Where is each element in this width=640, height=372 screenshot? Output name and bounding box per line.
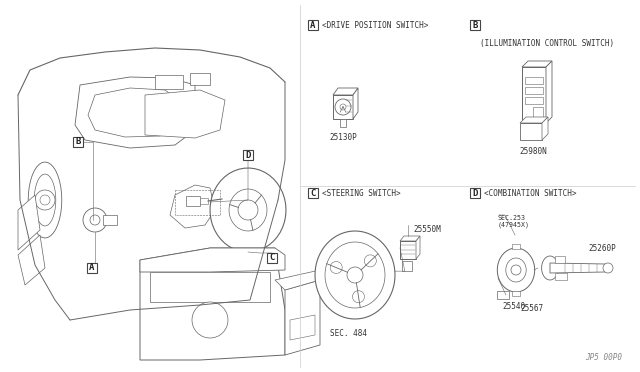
Text: A: A — [310, 20, 316, 29]
Polygon shape — [290, 315, 315, 340]
Circle shape — [603, 263, 613, 273]
Text: 25540: 25540 — [502, 302, 525, 311]
Bar — [186, 196, 200, 206]
Polygon shape — [285, 280, 320, 355]
Circle shape — [364, 255, 376, 267]
Bar — [497, 291, 509, 299]
Polygon shape — [520, 123, 542, 140]
Polygon shape — [210, 168, 286, 252]
Circle shape — [83, 208, 107, 232]
Polygon shape — [315, 231, 395, 319]
Bar — [555, 273, 567, 280]
Bar — [470, 188, 480, 198]
Circle shape — [511, 265, 521, 275]
Circle shape — [353, 291, 364, 303]
Polygon shape — [520, 117, 548, 123]
Bar — [525, 87, 543, 94]
Polygon shape — [353, 88, 358, 119]
Bar — [243, 150, 253, 160]
Text: <DRIVE POSITION SWITCH>: <DRIVE POSITION SWITCH> — [322, 20, 428, 29]
Text: <STEERING SWITCH>: <STEERING SWITCH> — [322, 189, 401, 198]
Text: 25130P: 25130P — [329, 133, 357, 142]
Polygon shape — [522, 61, 552, 67]
Polygon shape — [325, 242, 385, 308]
Polygon shape — [229, 189, 267, 231]
Text: C: C — [310, 189, 316, 198]
Polygon shape — [18, 235, 45, 285]
Bar — [73, 137, 83, 147]
Polygon shape — [140, 248, 285, 272]
Text: A: A — [90, 263, 95, 273]
Bar — [555, 256, 565, 263]
Polygon shape — [542, 117, 548, 140]
Text: JP5 00P0: JP5 00P0 — [585, 353, 622, 362]
Bar — [200, 198, 208, 204]
Polygon shape — [145, 90, 225, 138]
Text: 25550M: 25550M — [413, 225, 441, 234]
Polygon shape — [275, 270, 320, 290]
Polygon shape — [546, 61, 552, 123]
Circle shape — [238, 200, 258, 220]
Polygon shape — [34, 174, 56, 226]
Text: B: B — [472, 20, 477, 29]
Polygon shape — [28, 162, 62, 238]
Polygon shape — [550, 263, 605, 273]
Text: <COMBINATION SWITCH>: <COMBINATION SWITCH> — [484, 189, 577, 198]
Polygon shape — [170, 185, 215, 228]
Text: B: B — [76, 138, 81, 147]
Bar — [150, 272, 270, 302]
Text: D: D — [245, 151, 251, 160]
Bar — [155, 75, 183, 89]
Polygon shape — [506, 258, 526, 282]
Circle shape — [340, 104, 346, 110]
Polygon shape — [416, 236, 420, 259]
Bar — [267, 253, 277, 263]
Polygon shape — [333, 95, 353, 119]
Bar — [512, 291, 520, 296]
Text: (ILLUMINATION CONTROL SWITCH): (ILLUMINATION CONTROL SWITCH) — [480, 39, 614, 48]
Polygon shape — [400, 236, 420, 241]
Bar — [103, 215, 117, 225]
Polygon shape — [340, 119, 346, 127]
Bar — [175, 190, 220, 215]
Bar — [87, 263, 97, 273]
Text: C: C — [269, 253, 275, 263]
Bar — [308, 188, 318, 198]
Bar — [533, 107, 543, 119]
Circle shape — [347, 267, 363, 283]
Polygon shape — [333, 88, 358, 95]
Circle shape — [90, 215, 100, 225]
Polygon shape — [522, 67, 546, 123]
Circle shape — [330, 262, 342, 273]
Bar — [308, 20, 318, 30]
Polygon shape — [140, 248, 285, 360]
Bar — [190, 73, 210, 85]
Bar — [512, 244, 520, 249]
Circle shape — [192, 302, 228, 338]
Bar — [525, 97, 543, 104]
Text: 25980N: 25980N — [519, 147, 547, 156]
Polygon shape — [402, 261, 412, 271]
Bar — [525, 77, 543, 84]
Text: D: D — [472, 189, 477, 198]
Circle shape — [335, 99, 351, 115]
Text: SEC. 484: SEC. 484 — [330, 329, 367, 338]
Bar — [470, 20, 480, 30]
Polygon shape — [497, 248, 534, 292]
Polygon shape — [400, 241, 416, 259]
Text: 25260P: 25260P — [588, 244, 616, 253]
Polygon shape — [18, 195, 40, 250]
Polygon shape — [541, 256, 558, 280]
Polygon shape — [88, 88, 178, 137]
Text: 25567: 25567 — [520, 304, 543, 313]
Polygon shape — [75, 77, 195, 148]
Text: SEC.253
(47945X): SEC.253 (47945X) — [498, 215, 530, 228]
